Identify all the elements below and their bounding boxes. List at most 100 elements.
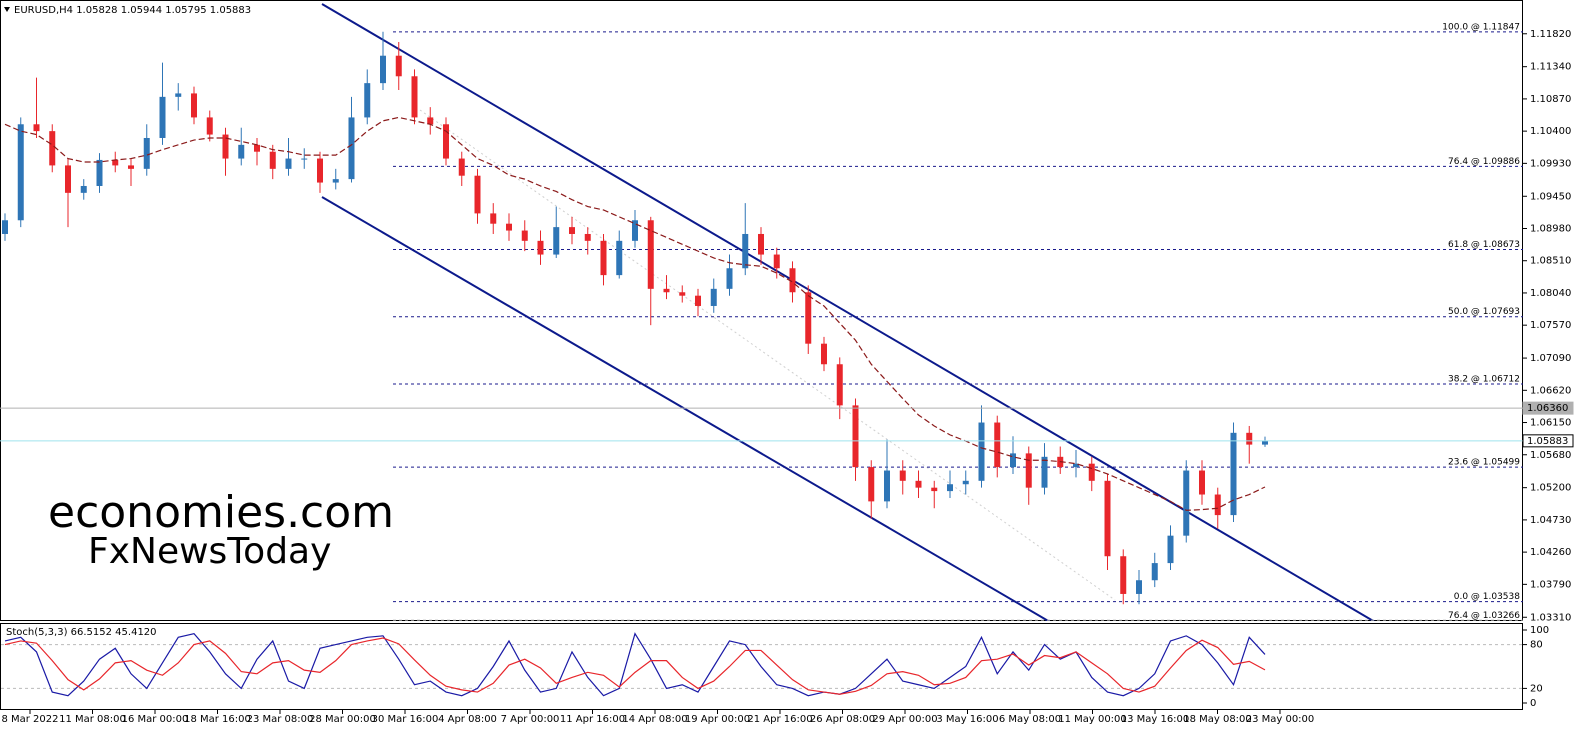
candle-body <box>616 240 623 276</box>
y-tick-label: 0 <box>1530 698 1536 709</box>
candle-body <box>175 93 182 97</box>
candle-body <box>600 240 607 276</box>
y-tick-label: 1.04260 <box>1530 547 1571 558</box>
candle-body <box>206 117 213 135</box>
candle-body <box>726 268 733 289</box>
candle-body <box>805 292 812 344</box>
y-tick-label: 1.08980 <box>1530 223 1571 234</box>
x-tick-label: 3 May 16:00 <box>936 714 998 725</box>
stoch-line <box>4 632 1266 697</box>
candle-body <box>553 227 560 255</box>
x-tick-label: 19 Apr 00:00 <box>685 714 750 725</box>
candle-body <box>143 137 150 169</box>
y-tick-label: 1.07570 <box>1530 320 1571 331</box>
fib-label: 0.0 @ 1.03538 <box>1454 592 1521 602</box>
candle-body <box>569 227 575 234</box>
candle-body <box>1183 470 1190 536</box>
y-tick-label: 1.05680 <box>1530 450 1571 461</box>
channel-lower <box>321 196 1051 621</box>
candle-body <box>695 295 701 306</box>
candle-body <box>96 159 103 186</box>
candle-body <box>506 223 512 231</box>
candle-body <box>1136 580 1142 594</box>
candle-body <box>1041 456 1048 488</box>
candle-body <box>758 233 764 255</box>
x-tick-label: 29 Apr 00:00 <box>872 714 937 725</box>
y-tick-label: 20 <box>1530 683 1543 694</box>
candle-body <box>112 159 119 166</box>
candle-body <box>1073 463 1079 468</box>
candle-body <box>1025 453 1032 488</box>
candle-body <box>1246 432 1253 445</box>
candle-body <box>443 124 449 159</box>
x-tick-label: 7 Apr 00:00 <box>501 714 560 725</box>
x-tick-label: 18 Mar 16:00 <box>184 714 251 725</box>
candle-body <box>1010 453 1016 468</box>
candle-body <box>632 220 638 241</box>
channel-upper <box>321 3 1376 621</box>
x-tick-label: 11 Mar 08:00 <box>59 714 126 725</box>
candle-body <box>821 343 827 365</box>
candle-body <box>1230 432 1237 516</box>
candle-body <box>1088 463 1095 481</box>
candle-body <box>222 134 229 159</box>
candle-body <box>411 76 418 118</box>
y-tick-label: 1.07090 <box>1530 353 1571 364</box>
price-label: 1.05883 <box>1527 436 1568 447</box>
stoch-title: Stoch(5,3,3) 66.5152 45.4120 <box>6 627 157 638</box>
fib-label: 76.4 @ 1.09886 <box>1448 157 1520 167</box>
fib-label: 38.2 @ 1.06712 <box>1448 374 1520 384</box>
y-tick-label: 1.08510 <box>1530 256 1571 267</box>
x-tick-label: 23 May 00:00 <box>1246 714 1315 725</box>
x-tick-label: 11 Apr 16:00 <box>560 714 625 725</box>
fib-label: 50.0 @ 1.07693 <box>1448 307 1520 317</box>
candle-body <box>427 117 434 125</box>
y-tick-label: 1.11820 <box>1530 29 1571 40</box>
candle-body <box>710 288 717 306</box>
candle-body <box>395 55 402 77</box>
candle-body <box>364 83 371 118</box>
symbol-menu-arrow[interactable] <box>4 7 10 12</box>
candle-body <box>663 288 670 293</box>
candle-body <box>978 422 985 481</box>
candle-body <box>915 480 922 488</box>
candle-body <box>317 158 323 183</box>
candle-body <box>332 179 339 183</box>
candle-body <box>1151 563 1158 581</box>
candle-body <box>458 158 465 176</box>
candle-body <box>191 93 197 118</box>
y-tick-label: 1.11340 <box>1530 62 1571 73</box>
candle-body <box>128 165 134 169</box>
fib-label: 76.4 @ 1.03266 <box>1448 611 1520 621</box>
candle-body <box>1214 494 1221 516</box>
x-tick-label: 16 Mar 00:00 <box>122 714 189 725</box>
candle-body <box>537 240 544 255</box>
y-tick-label: 1.08040 <box>1530 288 1571 299</box>
candle-body <box>285 158 292 169</box>
x-tick-label: 18 May 08:00 <box>1183 714 1252 725</box>
main-plot <box>2 31 1523 621</box>
moving-average <box>4 116 1266 511</box>
candle-body <box>474 175 481 214</box>
candle-body <box>348 117 355 180</box>
candle-body <box>773 254 780 269</box>
candle-body <box>2 220 8 234</box>
x-tick-label: 14 Apr 08:00 <box>622 714 687 725</box>
candle-body <box>49 131 56 166</box>
fib-label: 61.8 @ 1.08673 <box>1448 240 1520 250</box>
x-tick-label: 26 Apr 08:00 <box>810 714 875 725</box>
candle-body <box>679 292 686 296</box>
watermark: FxNewsToday <box>88 531 331 572</box>
channel <box>321 3 1376 621</box>
candle-body <box>33 124 40 132</box>
x-tick-label: 13 May 16:00 <box>1121 714 1190 725</box>
candle-body <box>962 480 969 485</box>
candle-body <box>994 422 1001 468</box>
candle-body <box>836 364 843 406</box>
candle-body <box>899 470 906 481</box>
y-tick-label: 1.06620 <box>1530 385 1571 396</box>
x-tick-label: 11 May 00:00 <box>1058 714 1127 725</box>
candle-body <box>65 165 71 193</box>
candle-body <box>238 144 245 159</box>
